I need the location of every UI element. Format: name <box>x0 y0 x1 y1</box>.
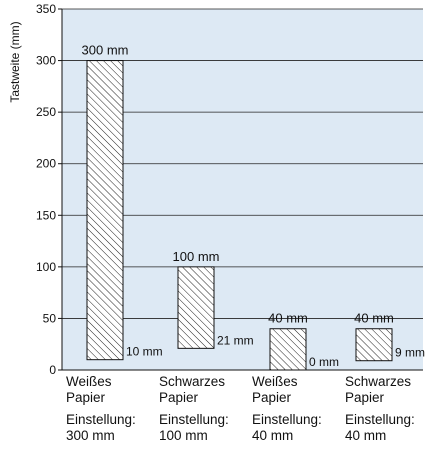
y-tick-label: 0 <box>49 363 56 377</box>
y-tick-label: 50 <box>43 311 57 325</box>
y-tick-label: 200 <box>36 157 56 171</box>
category-label-line: Papier <box>66 390 106 405</box>
category-label-line: Weißes <box>66 374 112 389</box>
category-label-line: Einstellung: <box>345 412 415 427</box>
category-label-line: Papier <box>252 390 292 405</box>
y-tick-label: 250 <box>36 105 56 119</box>
range-bar <box>269 328 307 371</box>
bar-lower-label: 10 mm <box>126 345 163 359</box>
category-label-line: 100 mm <box>159 428 208 443</box>
category-label-line: Weißes <box>252 374 298 389</box>
y-tick-label: 350 <box>36 2 56 16</box>
category-label-line: Einstellung: <box>66 412 136 427</box>
y-tick-label: 300 <box>36 54 56 68</box>
category-label-line: Papier <box>345 390 385 405</box>
category-label-line: Papier <box>159 390 199 405</box>
bars: 300 mm 10 mm 100 mm 21 mm 40 mm 0 mm 40 mm 9 mm <box>82 43 425 371</box>
range-bar <box>177 266 215 349</box>
range-bar <box>355 328 393 362</box>
range-bar <box>86 60 124 361</box>
category-label-line: 40 mm <box>252 428 293 443</box>
y-axis-ticks: 0 50 100 150 200 250 300 350 <box>36 2 62 377</box>
bar-lower-label: 0 mm <box>309 355 339 369</box>
category-label-line: 40 mm <box>345 428 386 443</box>
category-label-line: Einstellung: <box>252 412 322 427</box>
bar-lower-label: 21 mm <box>217 333 254 347</box>
category-label-line: Einstellung: <box>159 412 229 427</box>
y-tick-label: 150 <box>36 208 56 222</box>
y-axis-label: Tastweite (mm) <box>8 21 22 102</box>
bar-lower-label: 9 mm <box>395 346 425 360</box>
bar-top-label: 40 mm <box>268 311 308 326</box>
bar-top-label: 40 mm <box>354 311 394 326</box>
bar-top-label: 100 mm <box>173 249 220 264</box>
category-label-line: Schwarzes <box>159 374 225 389</box>
y-tick-label: 100 <box>36 260 56 274</box>
bar-top-label: 300 mm <box>82 43 129 58</box>
category-label-line: 300 mm <box>66 428 115 443</box>
category-label-line: Schwarzes <box>345 374 411 389</box>
